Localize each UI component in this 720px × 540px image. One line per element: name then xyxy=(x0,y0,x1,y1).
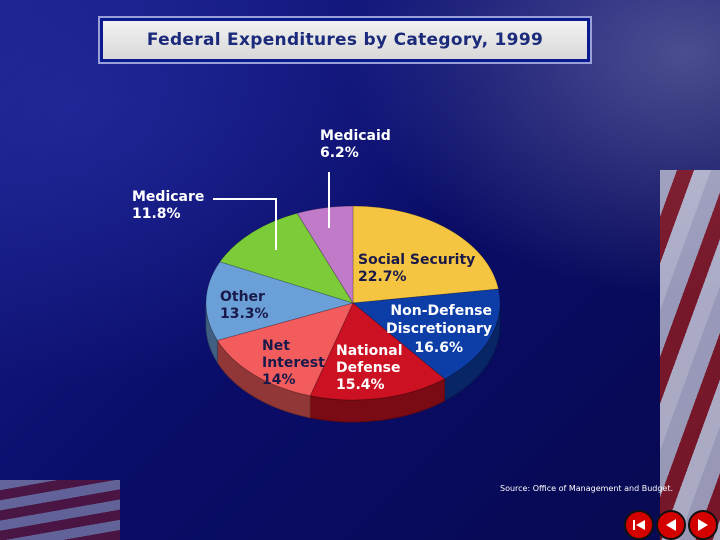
label-non-defense-line-1: Non-Defense xyxy=(390,303,492,319)
label-social-security-line-1: Social Security xyxy=(358,252,475,268)
pie-slice-social-security xyxy=(352,205,499,304)
leader-lines xyxy=(213,172,330,250)
pie-slice-other xyxy=(205,261,355,341)
label-national-defense-line-2: Defense xyxy=(336,360,401,376)
label-net-interest-line-1: Net xyxy=(262,338,290,354)
next-icon xyxy=(698,519,708,531)
pie-slice-non-defense xyxy=(352,288,501,380)
label-non-defense-line-2: Discretionary xyxy=(386,321,492,337)
flag-stripes-decoration-left xyxy=(0,480,120,540)
label-other-line-2: 13.3% xyxy=(220,306,269,322)
label-medicaid-line-1: Medicaid xyxy=(320,128,391,144)
leader-line-medicare xyxy=(213,198,277,250)
pie-slice-medicare xyxy=(219,212,354,304)
next-slide-button[interactable] xyxy=(688,510,718,540)
label-medicare-line-2: 11.8% xyxy=(132,206,181,222)
title-banner: Federal Expenditures by Category, 1999 xyxy=(100,18,590,62)
label-national-defense-line-1: National xyxy=(336,343,403,359)
skip-to-start-icon xyxy=(633,520,645,530)
label-non-defense-line-3: 16.6% xyxy=(414,340,463,356)
chart-title: Federal Expenditures by Category, 1999 xyxy=(146,30,544,50)
label-net-interest-line-3: 14% xyxy=(262,372,296,388)
label-social-security-line-2: 22.7% xyxy=(358,269,407,285)
pie-slices xyxy=(205,205,501,401)
label-net-interest-line-2: Interest xyxy=(262,355,325,371)
previous-icon xyxy=(666,519,676,531)
source-note: Source: Office of Management and Budget. xyxy=(500,484,674,493)
label-other-line-1: Other xyxy=(220,289,265,305)
pie-slice-national-defense xyxy=(309,302,446,401)
flag-stripes-decoration xyxy=(660,170,720,540)
label-medicare-line-1: Medicare xyxy=(132,189,204,205)
label-medicaid-line-2: 6.2% xyxy=(320,145,359,161)
label-national-defense-line-3: 15.4% xyxy=(336,377,385,393)
previous-slide-button[interactable] xyxy=(656,510,686,540)
pie-slice-net-interest xyxy=(216,302,354,397)
pie-slice-medicaid xyxy=(296,205,354,305)
first-slide-button[interactable] xyxy=(624,510,654,540)
pie-depth-layer xyxy=(205,302,501,423)
